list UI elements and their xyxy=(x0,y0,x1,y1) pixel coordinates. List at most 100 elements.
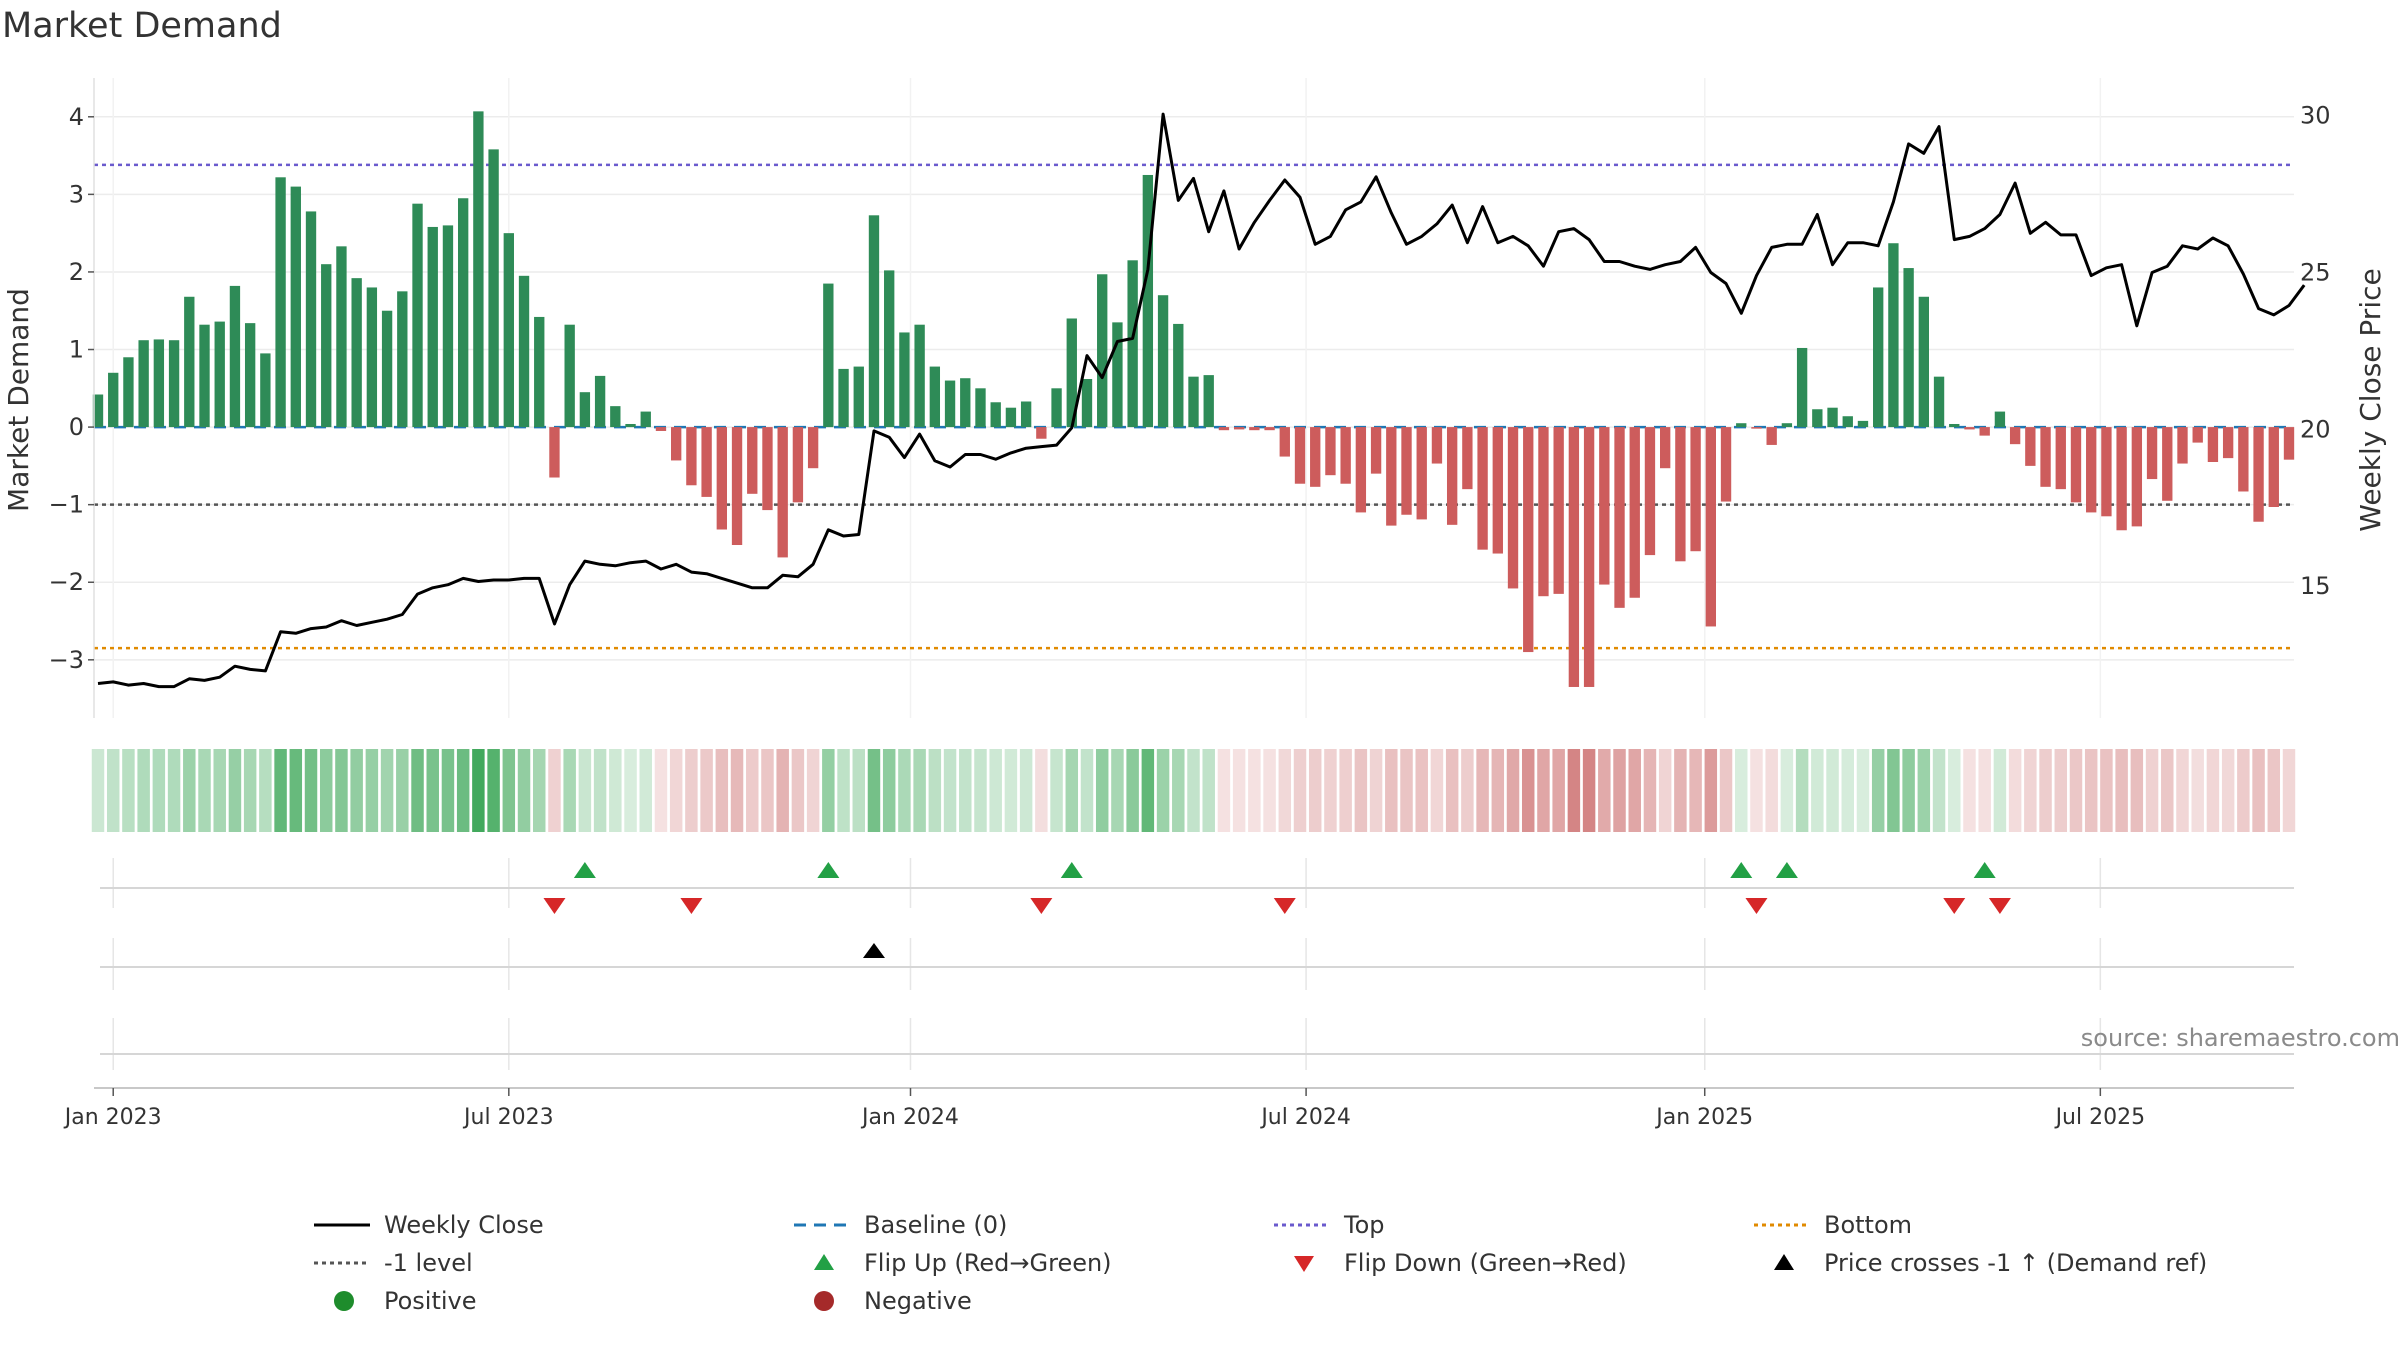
heat-cell xyxy=(198,749,211,832)
heat-cell xyxy=(685,749,698,832)
heat-cell xyxy=(1521,749,1535,832)
demand-bar xyxy=(1370,427,1382,474)
y-tick-label: 4 xyxy=(69,103,84,131)
signal-panels xyxy=(100,862,2294,1055)
demand-bar xyxy=(351,278,362,428)
heat-cell xyxy=(791,749,805,832)
flip-up-marker xyxy=(573,862,596,878)
heat-cell xyxy=(578,749,592,832)
x-tick-label: Jan 2025 xyxy=(1654,1105,1753,1130)
heat-cell xyxy=(502,749,516,832)
demand-bar xyxy=(899,332,910,428)
heat-cell xyxy=(2039,749,2052,832)
heat-cell xyxy=(639,749,652,832)
y2-tick-label: 20 xyxy=(2300,415,2331,443)
heat-cell xyxy=(1476,749,1489,832)
heat-cell xyxy=(2221,749,2235,832)
demand-bar xyxy=(671,427,682,461)
heat-cell xyxy=(350,749,363,832)
price-layer xyxy=(97,112,2306,689)
heat-cell xyxy=(1826,749,1839,832)
heat-cell xyxy=(1552,749,1565,832)
heat-cell xyxy=(1461,749,1474,832)
heat-cell xyxy=(1080,749,1094,832)
demand-bar xyxy=(1020,401,1032,428)
demand-bar xyxy=(2177,427,2188,464)
heat-cell xyxy=(1263,749,1276,832)
flip-down-marker xyxy=(1745,898,1768,914)
demand-bar xyxy=(321,264,332,428)
demand-bar xyxy=(1340,427,1351,484)
heat-cell xyxy=(517,749,531,832)
demand-bar xyxy=(108,372,119,428)
legend-label: Baseline (0) xyxy=(864,1211,1008,1239)
heat-cell xyxy=(2176,749,2189,832)
heat-cell xyxy=(1019,749,1033,832)
demand-bar xyxy=(1416,427,1427,520)
heat-cell xyxy=(289,749,303,832)
demand-bar xyxy=(1781,423,1793,428)
x-tick-label: Jul 2024 xyxy=(1259,1105,1351,1130)
heat-cell xyxy=(822,749,835,832)
demand-bar xyxy=(1051,388,1062,428)
heat-cell xyxy=(396,749,409,832)
demand-bar xyxy=(1751,427,1762,429)
heat-cell xyxy=(806,749,820,832)
heat-cell xyxy=(1674,749,1687,832)
heat-strip xyxy=(91,749,2296,832)
demand-bar xyxy=(1142,174,1154,428)
demand-bar xyxy=(1766,427,1777,445)
heat-cell xyxy=(1126,749,1139,832)
flip-down-marker xyxy=(1943,898,1966,914)
x-tick-label: Jan 2023 xyxy=(63,1105,162,1130)
heat-cell xyxy=(1856,749,1870,832)
heat-cell xyxy=(1339,749,1352,832)
legend-label: Positive xyxy=(384,1287,477,1315)
heat-cell xyxy=(593,749,607,832)
y-tick-label: 0 xyxy=(69,413,84,441)
flip-up-marker xyxy=(1973,862,1996,878)
y-tick-label: 1 xyxy=(69,336,84,364)
heat-cell xyxy=(1765,749,1778,832)
heat-cell xyxy=(2191,749,2204,832)
heat-cell xyxy=(746,749,759,832)
demand-bar xyxy=(1203,375,1214,428)
grid-layer xyxy=(94,78,2294,1070)
heat-cell xyxy=(2054,749,2068,832)
y-tick-label: 2 xyxy=(69,258,84,286)
demand-bar xyxy=(1218,427,1230,431)
demand-bar xyxy=(1005,407,1017,428)
demand-bar xyxy=(1446,427,1458,525)
heat-cell xyxy=(1658,749,1672,832)
demand-bar xyxy=(427,226,438,428)
heat-cell xyxy=(700,749,713,832)
demand-bar xyxy=(290,186,301,428)
heat-cell xyxy=(91,749,105,832)
heat-cell xyxy=(548,749,561,832)
demand-bar xyxy=(1294,427,1306,484)
heat-cell xyxy=(1598,749,1611,832)
demand-bar xyxy=(960,378,971,428)
demand-bar xyxy=(1492,427,1503,554)
heat-cell xyxy=(1582,749,1596,832)
legend-label: Flip Up (Red→Green) xyxy=(864,1249,1112,1277)
demand-bar xyxy=(1386,427,1397,526)
demand-bar xyxy=(686,427,697,486)
y-tick-label: 3 xyxy=(69,180,84,208)
heat-cell xyxy=(1993,749,2007,832)
axis-layer: −3 −2 −1 0 1 2 3 4 15 20 25 30 Market Demand Weekly C… xyxy=(2,78,2387,718)
heat-cell xyxy=(1248,749,1261,832)
demand-bar xyxy=(1431,427,1443,464)
heat-cell xyxy=(1795,749,1809,832)
heat-cell xyxy=(335,749,348,832)
heat-cell xyxy=(1948,749,1961,832)
heat-cell xyxy=(563,749,576,832)
heat-cell xyxy=(1187,749,1200,832)
heat-cell xyxy=(2282,749,2296,832)
flip-up-marker xyxy=(1775,862,1798,878)
demand-bar xyxy=(518,275,530,428)
demand-bar xyxy=(1507,427,1519,589)
demand-bar xyxy=(1538,427,1549,597)
heat-cell xyxy=(1735,749,1748,832)
